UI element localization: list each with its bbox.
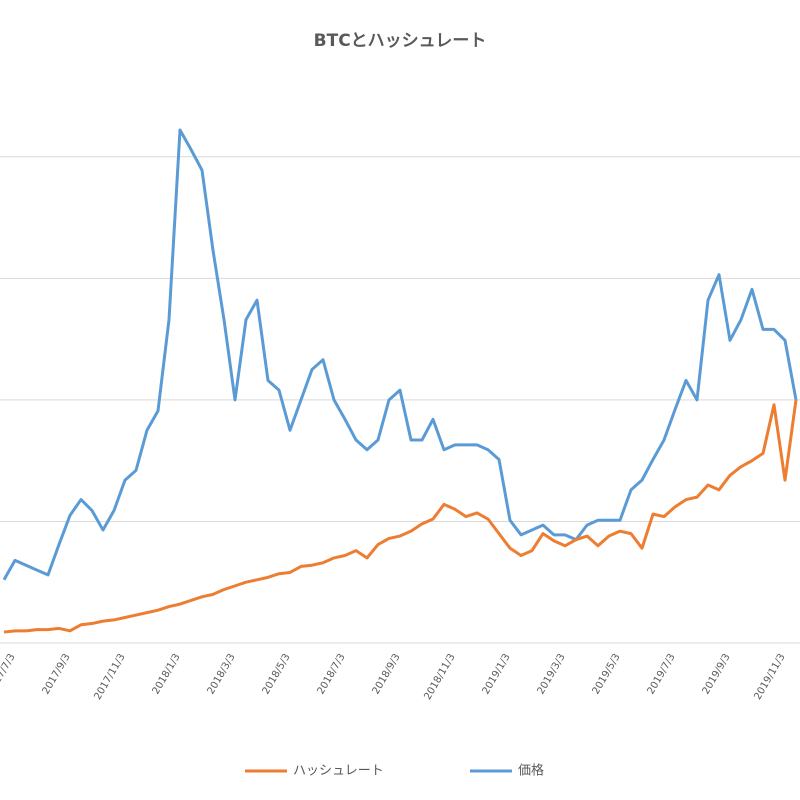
- x-tick-label: 2018/5/3: [261, 652, 293, 696]
- x-tick-label: 2019/9/3: [701, 652, 733, 696]
- x-tick-label: 2019/3/3: [536, 652, 568, 696]
- x-tick-label: 2019/5/3: [591, 652, 623, 696]
- x-tick-label: 2018/7/3: [316, 652, 348, 696]
- x-tick-label: 2018/11/3: [422, 652, 457, 702]
- x-tick-label: 2017/11/3: [92, 652, 127, 702]
- x-tick-label: 2019/7/3: [646, 652, 678, 696]
- x-tick-label: 2018/3/3: [206, 652, 238, 696]
- x-tick-label: 2018/9/3: [371, 652, 403, 696]
- x-tick-label: 2017/7/3: [0, 652, 18, 696]
- x-tick-label: 2019/1/3: [481, 652, 513, 696]
- legend-label: ハッシュレート: [293, 764, 384, 779]
- data-line: [2, 128, 798, 581]
- x-tick-label: 2017/9/3: [41, 652, 73, 696]
- legend-label: 価格: [518, 763, 544, 779]
- x-tick-label: 2019/11/3: [752, 652, 787, 702]
- chart-title: BTCとハッシュレート: [314, 31, 487, 51]
- data-line: [3, 399, 798, 634]
- x-tick-label: 2018/1/3: [151, 652, 183, 696]
